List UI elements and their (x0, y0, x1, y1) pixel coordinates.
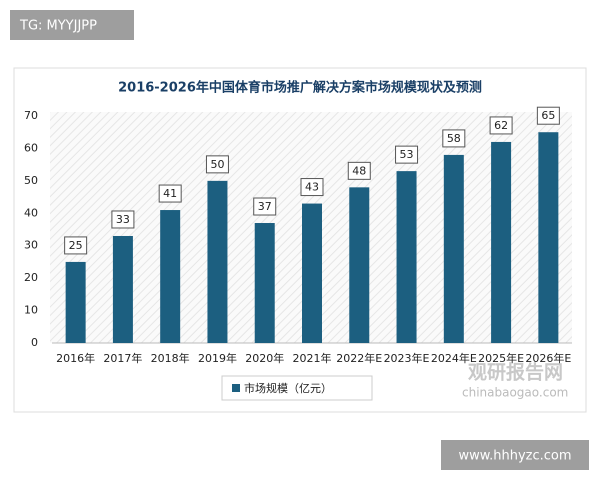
legend-label: 市场规模（亿元） (244, 381, 332, 395)
chart-title: 2016-2026年中国体育市场推广解决方案市场规模现状及预测 (118, 80, 482, 96)
value-label-box (347, 161, 371, 180)
watermark-url: chinabaogao.com (462, 386, 568, 400)
value-label: 37 (258, 200, 272, 213)
y-tick-label: 40 (24, 206, 38, 219)
x-tick-label: 2023年E (384, 351, 430, 365)
y-tick-label: 70 (24, 109, 38, 122)
x-tick-label: 2016年 (56, 351, 95, 365)
y-tick-label: 30 (24, 239, 38, 252)
x-tick-label: 2020年 (245, 351, 284, 365)
bar (396, 171, 417, 343)
x-tick-label: 2024年E (431, 351, 477, 365)
value-label-box (489, 116, 513, 135)
value-label: 53 (400, 148, 414, 161)
x-tick-label: 2018年 (151, 351, 190, 365)
value-label-box (205, 155, 229, 174)
value-label-box (442, 129, 466, 148)
x-tick-label: 2026年E (525, 351, 571, 365)
y-tick-label: 10 (24, 304, 38, 317)
y-tick-label: 20 (24, 271, 38, 284)
x-tick-label: 2017年 (103, 351, 142, 365)
value-label-box (300, 178, 324, 197)
bar (491, 141, 512, 343)
y-tick-label: 0 (31, 336, 38, 349)
bar (112, 235, 133, 343)
watermark-name: 观研报告网 (468, 361, 563, 384)
bar (443, 154, 464, 343)
bar (349, 187, 370, 343)
value-label: 43 (305, 181, 319, 194)
value-label: 58 (447, 132, 461, 145)
bar (302, 203, 322, 343)
legend-box (221, 375, 373, 401)
value-label-box (253, 197, 277, 216)
tag-text: TG: MYYJJPP (19, 19, 97, 34)
value-label-box (111, 210, 135, 229)
value-label-box (395, 145, 419, 164)
site-box (441, 440, 589, 470)
value-label: 62 (494, 119, 508, 132)
value-label: 41 (163, 187, 177, 200)
x-tick-label: 2021年 (293, 351, 332, 365)
x-tick-label: 2022年E (336, 351, 382, 365)
site-text: www.hhhyzc.com (458, 449, 571, 464)
value-label-box (64, 236, 88, 255)
bar (207, 180, 228, 343)
value-label: 25 (69, 239, 83, 252)
y-tick-label: 50 (24, 174, 38, 187)
value-label: 65 (541, 109, 555, 122)
value-label-box (158, 184, 182, 203)
tag-box (10, 10, 134, 40)
bar (254, 223, 275, 343)
bar (160, 210, 181, 343)
x-tick-label: 2025年E (478, 351, 524, 365)
bar (538, 132, 559, 343)
y-tick-label: 60 (24, 141, 38, 154)
bar (65, 261, 86, 343)
legend-swatch (232, 384, 240, 392)
value-label-box (536, 106, 560, 125)
value-label: 48 (352, 164, 366, 177)
x-tick-label: 2019年 (198, 351, 237, 365)
value-label: 50 (210, 158, 224, 171)
value-label: 33 (116, 213, 130, 226)
